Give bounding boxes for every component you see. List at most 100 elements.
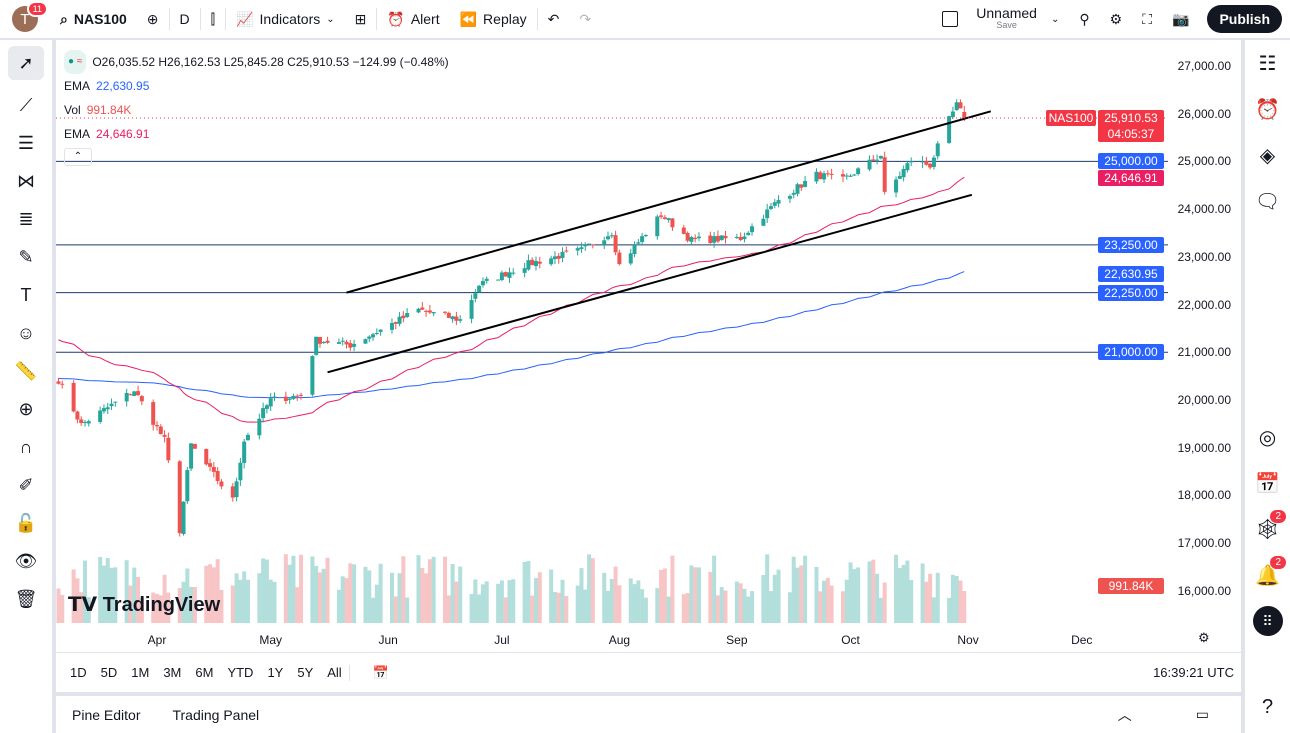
- lock-drawing-tool[interactable]: ✐: [0, 466, 52, 504]
- range-ytd[interactable]: YTD: [227, 665, 254, 680]
- candle-body: [136, 391, 141, 396]
- status-dots: ● ≈: [64, 50, 87, 74]
- collapse-legend-button[interactable]: ⌃: [64, 148, 92, 166]
- publish-button[interactable]: Publish: [1207, 5, 1282, 33]
- horizontal-line-tool[interactable]: ☰: [0, 124, 52, 162]
- maximize-panel-button[interactable]: ▭: [1164, 706, 1241, 723]
- candle-body: [606, 236, 611, 240]
- chevron-down-icon: ⌄: [326, 13, 335, 25]
- range-3m[interactable]: 3M: [163, 665, 182, 680]
- interval-button[interactable]: D: [179, 11, 190, 27]
- chart-type-button[interactable]: ⫿: [201, 0, 225, 38]
- candle-body: [632, 244, 637, 255]
- volume-bar: [431, 556, 436, 623]
- settings-button[interactable]: ⚙: [1100, 0, 1133, 38]
- price-axis[interactable]: 27,000.00 26,000.00 25,000.00 24,000.00 23,0…: [1046, 40, 1241, 625]
- range-6m[interactable]: 6M: [195, 665, 214, 680]
- redo-button[interactable]: ↷: [569, 0, 601, 38]
- quick-search-button[interactable]: ⚲: [1069, 0, 1099, 38]
- volume-bar: [389, 572, 394, 623]
- candle-body: [443, 311, 448, 313]
- watchlist-button[interactable]: ☷: [1245, 40, 1290, 86]
- time-axis[interactable]: Apr May Jun Jul Aug Sep Oct Nov Dec: [56, 627, 1168, 651]
- range-all[interactable]: All: [327, 665, 342, 680]
- snapshot-button[interactable]: 📷: [1162, 0, 1199, 38]
- apps-button[interactable]: ⠿: [1245, 598, 1290, 644]
- volume-bar: [348, 563, 353, 623]
- candle-body: [560, 251, 565, 258]
- price-chart[interactable]: [56, 40, 1168, 625]
- technicals-button[interactable]: ◎: [1245, 414, 1290, 460]
- calendar-button[interactable]: 📅: [1245, 460, 1290, 506]
- object-tree-button[interactable]: ◈: [1245, 132, 1290, 178]
- trendline-tool[interactable]: ⟋: [0, 86, 52, 124]
- volume-bar: [950, 574, 955, 623]
- cursor-tool[interactable]: ➚: [8, 46, 44, 80]
- candle-body: [75, 411, 80, 420]
- lock-tool[interactable]: 🔓: [0, 504, 52, 542]
- tradingview-logo[interactable]: 𝗧𝗩 TradingView: [68, 594, 221, 616]
- fib-tool[interactable]: ≣: [0, 200, 52, 238]
- volume-bar: [723, 590, 728, 623]
- ideas-button[interactable]: 🕸 2: [1245, 506, 1290, 552]
- volume-bar: [761, 575, 766, 623]
- chats-button[interactable]: 🗨: [1245, 178, 1290, 224]
- candle-body: [242, 441, 247, 463]
- range-5y[interactable]: 5Y: [297, 665, 314, 680]
- candle-body: [689, 236, 694, 242]
- utc-clock[interactable]: 16:39:21 UTC: [1153, 665, 1234, 680]
- volume-bar: [340, 576, 345, 623]
- help-button[interactable]: ?: [1245, 684, 1290, 730]
- volume-bar: [799, 565, 804, 623]
- range-5d[interactable]: 5D: [100, 665, 118, 680]
- volume-bar: [367, 570, 372, 623]
- range-1m[interactable]: 1M: [131, 665, 150, 680]
- brush-tool[interactable]: ✎: [0, 238, 52, 276]
- delete-tool[interactable]: 🗑: [0, 580, 52, 618]
- trading-panel-tab[interactable]: Trading Panel: [172, 706, 260, 723]
- camera-icon: 📷: [1172, 10, 1190, 27]
- compare-button[interactable]: ⊕: [137, 0, 169, 38]
- undo-button[interactable]: ↶: [538, 0, 570, 38]
- volume-bar: [446, 595, 451, 623]
- avatar[interactable]: T 11: [12, 1, 48, 32]
- icon-tool[interactable]: ☺: [0, 314, 52, 352]
- layout-button[interactable]: Unnamed Save ⌄: [932, 0, 1069, 38]
- magnet-tool[interactable]: ∩: [0, 428, 52, 466]
- alerts-button[interactable]: ⏰: [1245, 86, 1290, 132]
- candle-body: [405, 313, 410, 317]
- goto-date-button[interactable]: 📅: [348, 664, 403, 681]
- volume-bar: [628, 578, 633, 623]
- candle-body: [655, 216, 660, 237]
- visibility-tool[interactable]: 👁: [0, 542, 52, 580]
- chart-pane[interactable]: ● ≈ O26,035.52 H26,162.53 L25,845.28 C25,…: [56, 40, 1241, 692]
- text-tool[interactable]: T: [0, 276, 52, 314]
- candle-body: [204, 448, 209, 465]
- measure-tool[interactable]: 📏: [0, 352, 52, 390]
- candle-body: [844, 175, 849, 177]
- alert-button[interactable]: ⏰ Alert: [387, 10, 440, 28]
- zoom-tool[interactable]: ⊕: [0, 390, 52, 428]
- volume-label[interactable]: Vol: [64, 103, 81, 117]
- symbol-search[interactable]: ⌕ NAS100: [60, 10, 127, 28]
- square-icon: [942, 11, 959, 27]
- fullscreen-button[interactable]: ⛶: [1132, 0, 1162, 38]
- templates-button[interactable]: ⊞: [345, 0, 377, 38]
- indicators-button[interactable]: 📈 Indicators ⌄: [236, 10, 335, 28]
- candle-body: [283, 396, 288, 401]
- range-1y[interactable]: 1Y: [267, 665, 284, 680]
- pine-editor-tab[interactable]: Pine Editor: [72, 706, 141, 723]
- ema-slow-label[interactable]: EMA: [64, 79, 91, 93]
- pattern-tool[interactable]: ⋈: [0, 162, 52, 200]
- axis-settings-button[interactable]: ⚙: [1198, 630, 1210, 646]
- gauge-icon: ◎: [1258, 426, 1277, 449]
- collapse-panel-button[interactable]: ︿: [1086, 705, 1164, 725]
- notifications-button[interactable]: 🔔 2: [1245, 552, 1290, 598]
- replay-button[interactable]: ⏪ Replay: [459, 10, 527, 28]
- volume-bar: [405, 597, 410, 623]
- ema-fast-label[interactable]: EMA: [64, 127, 91, 141]
- candle-body: [791, 192, 796, 195]
- range-1d[interactable]: 1D: [70, 665, 87, 680]
- volume-bar: [719, 587, 724, 623]
- time-tick-label: Sep: [726, 633, 748, 647]
